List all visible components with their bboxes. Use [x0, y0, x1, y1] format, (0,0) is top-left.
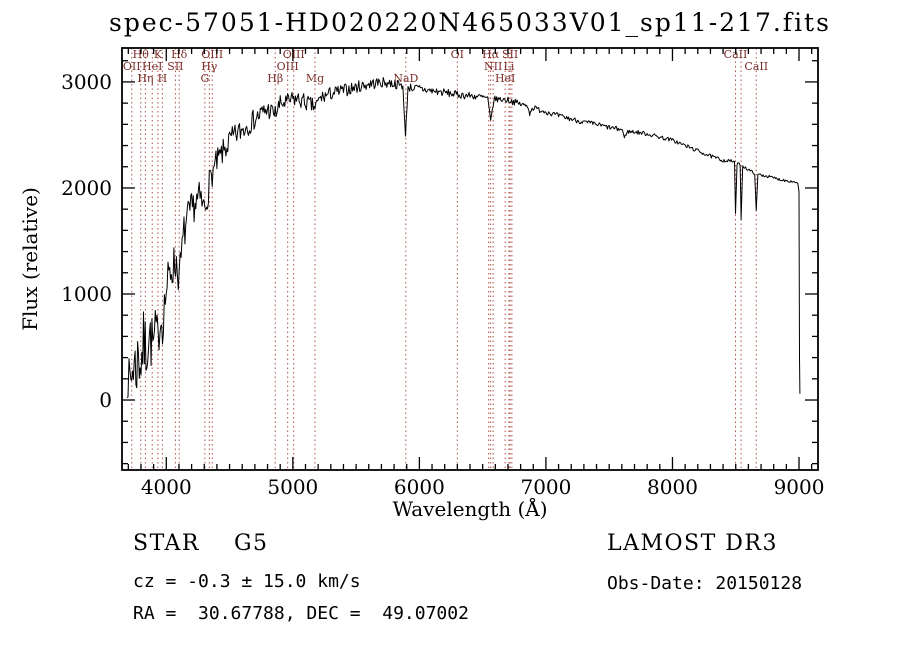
- svg-text:OII: OII: [123, 60, 141, 73]
- cz-text: cz = -0.3 ± 15.0 km/s: [133, 571, 361, 592]
- y-axis-label: Flux (relative): [18, 187, 42, 331]
- svg-text:SII: SII: [502, 48, 518, 61]
- svg-text:7000: 7000: [520, 475, 571, 499]
- svg-text:0: 0: [99, 388, 112, 412]
- svg-text:OIII: OIII: [283, 48, 305, 61]
- svg-text:Hβ: Hβ: [267, 72, 283, 85]
- svg-text:G: G: [200, 72, 209, 85]
- svg-text:HeI: HeI: [495, 72, 515, 85]
- svg-text:HeI: HeI: [142, 60, 162, 73]
- svg-text:Hη: Hη: [137, 72, 153, 85]
- svg-text:OIII: OIII: [201, 48, 223, 61]
- svg-text:Hδ: Hδ: [171, 48, 188, 61]
- svg-text:Hγ: Hγ: [201, 60, 218, 73]
- svg-text:3000: 3000: [61, 70, 112, 94]
- svg-text:CaII: CaII: [724, 48, 748, 61]
- svg-text:SII: SII: [167, 60, 183, 73]
- survey-text: LAMOST DR3: [607, 531, 778, 556]
- svg-text:H: H: [158, 72, 168, 85]
- svg-text:Li: Li: [504, 60, 515, 73]
- object-class-text: STAR G5: [133, 531, 269, 556]
- svg-text:4000: 4000: [141, 475, 192, 499]
- svg-text:OIII: OIII: [277, 60, 299, 73]
- svg-text:CaII: CaII: [744, 60, 768, 73]
- svg-text:2000: 2000: [61, 176, 112, 200]
- svg-text:9000: 9000: [774, 475, 825, 499]
- svg-text:OI: OI: [451, 48, 464, 61]
- svg-text:NII: NII: [484, 60, 502, 73]
- svg-text:Hθ: Hθ: [133, 48, 150, 61]
- svg-text:5000: 5000: [267, 475, 318, 499]
- svg-text:Mg: Mg: [306, 72, 324, 85]
- svg-text:K: K: [154, 48, 163, 61]
- x-axis-label: Wavelength (Å): [392, 497, 548, 521]
- svg-text:8000: 8000: [647, 475, 698, 499]
- coordinates-text: RA = 30.67788, DEC = 49.07002: [133, 603, 469, 624]
- svg-text:6000: 6000: [394, 475, 445, 499]
- svg-text:NaD: NaD: [393, 72, 418, 85]
- svg-text:1000: 1000: [61, 282, 112, 306]
- obs-date-text: Obs-Date: 20150128: [607, 573, 803, 594]
- chart-title: spec-57051-HD020220N465033V01_sp11-217.f…: [109, 8, 831, 37]
